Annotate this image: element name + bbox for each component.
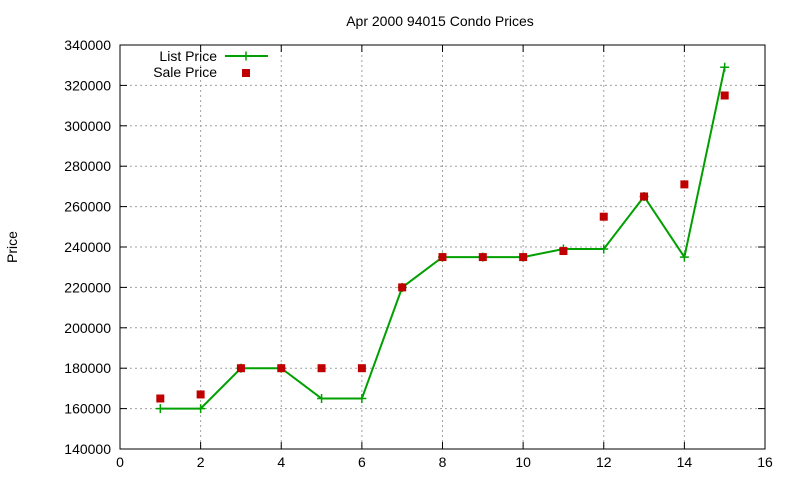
sale-price-point (196, 390, 205, 399)
sale-price-point (559, 247, 568, 256)
y-axis-label: Price (4, 231, 20, 263)
grid-lines (120, 45, 765, 449)
x-tick-label: 2 (197, 454, 205, 470)
legend-label: Sale Price (153, 64, 217, 80)
sale-price-point (519, 253, 528, 262)
axis-ticks: 0 2 4 6 8 10 12 14 16 140000 160000 180000 200000 220… (64, 37, 773, 470)
sale-price-point (478, 253, 487, 262)
sale-price-point (640, 192, 649, 201)
y-tick-label: 300000 (64, 118, 111, 134)
x-tick-label: 8 (439, 454, 447, 470)
y-tick-label: 320000 (64, 77, 111, 93)
y-tick-label: 340000 (64, 37, 111, 53)
chart-title: Apr 2000 94015 Condo Prices (346, 13, 534, 29)
legend-marker (242, 69, 250, 77)
y-tick-label: 260000 (64, 199, 111, 215)
sale-price-point (357, 364, 366, 373)
y-tick-label: 140000 (64, 441, 111, 457)
plot-border (119, 44, 766, 450)
sale-price-point (277, 364, 286, 373)
list-price-line (160, 67, 726, 410)
x-tick-label: 12 (596, 454, 612, 470)
x-tick-label: 0 (116, 454, 124, 470)
x-tick-label: 16 (757, 454, 773, 470)
sale-price-point (236, 364, 245, 373)
y-tick-label: 200000 (64, 320, 111, 336)
x-tick-label: 6 (358, 454, 366, 470)
sale-price-point (599, 212, 608, 221)
series-layer (155, 62, 730, 414)
sale-price-point (317, 364, 326, 373)
y-tick-label: 160000 (64, 401, 111, 417)
sale-price-point (398, 283, 407, 292)
y-tick-label: 280000 (64, 158, 111, 174)
sale-price-point (156, 394, 165, 403)
sale-price-point (720, 91, 729, 100)
y-tick-label: 240000 (64, 239, 111, 255)
legend-label: List Price (159, 48, 217, 64)
y-tick-label: 180000 (64, 360, 111, 376)
sale-price-point (438, 253, 447, 262)
y-tick-label: 220000 (64, 279, 111, 295)
x-tick-label: 4 (277, 454, 285, 470)
x-tick-label: 10 (515, 454, 531, 470)
x-tick-label: 14 (677, 454, 693, 470)
sale-price-point (680, 180, 689, 189)
